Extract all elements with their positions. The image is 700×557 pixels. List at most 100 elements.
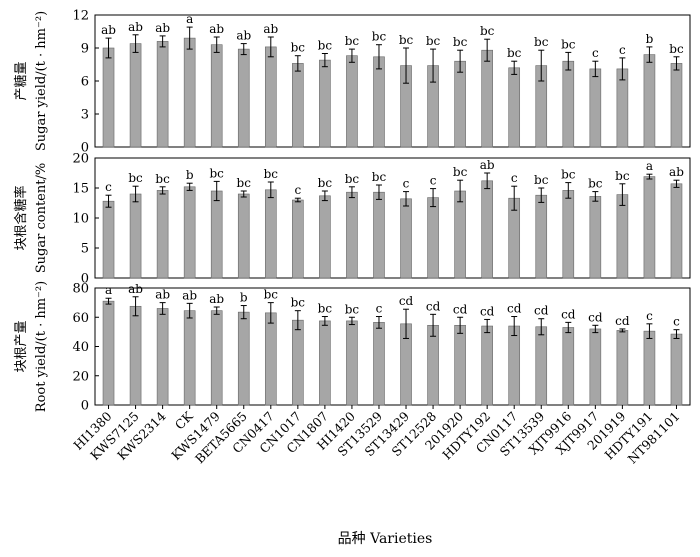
significance-label: b: [186, 168, 194, 182]
bar: [237, 193, 250, 279]
significance-label: ab: [669, 165, 684, 179]
bar: [616, 68, 629, 148]
bar: [481, 49, 493, 148]
significance-label: bc: [128, 171, 143, 185]
bar: [319, 195, 331, 279]
bar: [319, 320, 331, 406]
significance-label: ab: [155, 21, 170, 35]
significance-label: ab: [209, 22, 224, 36]
significance-label: bc: [507, 46, 522, 60]
bar: [346, 55, 358, 148]
significance-label: c: [646, 309, 653, 323]
bar: [508, 67, 521, 148]
significance-label: ab: [101, 23, 116, 37]
y-axis-title-en: Sugar content/%: [34, 163, 49, 273]
bar: [264, 46, 277, 148]
significance-label: bc: [453, 165, 468, 179]
significance-label: bc: [345, 302, 360, 316]
bar: [129, 193, 142, 279]
significance-label: bc: [318, 302, 333, 316]
significance-label: ab: [155, 288, 170, 302]
significance-label: bc: [318, 39, 333, 53]
y-tick-label: 20: [72, 152, 89, 167]
bar: [454, 190, 466, 279]
bar: [535, 194, 548, 279]
bar: [237, 311, 250, 406]
bar: [481, 325, 493, 406]
y-axis-title-cn: 块根含糖率: [13, 185, 29, 250]
significance-label: b: [240, 291, 248, 305]
y-tick-label: 15: [72, 182, 89, 197]
bar: [210, 310, 223, 406]
significance-label: ab: [480, 158, 495, 172]
y-axis-title-cn: 块根产量: [14, 320, 29, 372]
y-axis-title-en: Root yield/(t · hm⁻²): [34, 281, 49, 412]
significance-label: cd: [615, 314, 630, 328]
bar: [454, 60, 466, 148]
bar: [346, 320, 358, 406]
significance-label: bc: [155, 172, 170, 186]
bar: [508, 325, 521, 406]
significance-label: bc: [561, 168, 576, 182]
y-tick-label: 9: [81, 42, 89, 57]
y-tick-label: 3: [81, 108, 89, 123]
bar: [670, 333, 683, 406]
significance-label: cd: [480, 304, 495, 318]
bar: [292, 63, 304, 148]
significance-label: a: [646, 159, 653, 173]
significance-label: bc: [345, 172, 360, 186]
bar: [670, 183, 683, 279]
bar: [292, 199, 304, 279]
significance-label: cd: [399, 294, 414, 308]
significance-label: cd: [561, 307, 576, 321]
bar: [643, 176, 656, 279]
bar: [589, 196, 602, 279]
y-tick-label: 40: [72, 340, 89, 355]
bar: [589, 68, 602, 148]
significance-label: bc: [291, 296, 306, 310]
bar: [427, 324, 439, 406]
bar: [454, 324, 466, 406]
significance-label: ab: [236, 29, 251, 43]
bar: [183, 310, 196, 406]
y-tick-label: 20: [72, 369, 89, 384]
significance-label: bc: [588, 177, 603, 191]
significance-label: bc: [561, 37, 576, 51]
significance-label: bc: [345, 34, 360, 48]
bar: [183, 37, 196, 148]
significance-label: cd: [588, 310, 603, 324]
bar: [562, 60, 575, 148]
significance-label: bc: [318, 176, 333, 190]
significance-label: ab: [182, 288, 197, 302]
significance-label: cd: [453, 302, 468, 316]
y-tick-label: 5: [81, 242, 89, 257]
bar: [156, 190, 169, 279]
bar: [292, 319, 304, 406]
bar: [129, 43, 142, 148]
significance-label: bc: [372, 30, 387, 44]
significance-label: c: [376, 302, 383, 316]
y-tick-label: 0: [81, 399, 89, 414]
bar: [589, 328, 602, 406]
significance-label: cd: [534, 304, 549, 318]
significance-label: bc: [534, 173, 549, 187]
significance-label: bc: [480, 24, 495, 38]
bar: [102, 200, 115, 279]
bar: [156, 308, 169, 406]
bar: [562, 327, 575, 406]
significance-label: bc: [615, 169, 630, 183]
y-tick-label: 6: [81, 75, 89, 90]
bar: [643, 330, 656, 406]
bar: [373, 191, 385, 279]
significance-label: c: [403, 177, 410, 191]
significance-label: bc: [237, 176, 252, 190]
bar: [129, 305, 142, 406]
significance-label: bc: [264, 288, 279, 302]
bar: [319, 59, 331, 148]
bar: [264, 312, 277, 406]
x-axis-title: 品种 Varieties: [338, 531, 433, 547]
y-tick-label: 80: [72, 282, 89, 297]
